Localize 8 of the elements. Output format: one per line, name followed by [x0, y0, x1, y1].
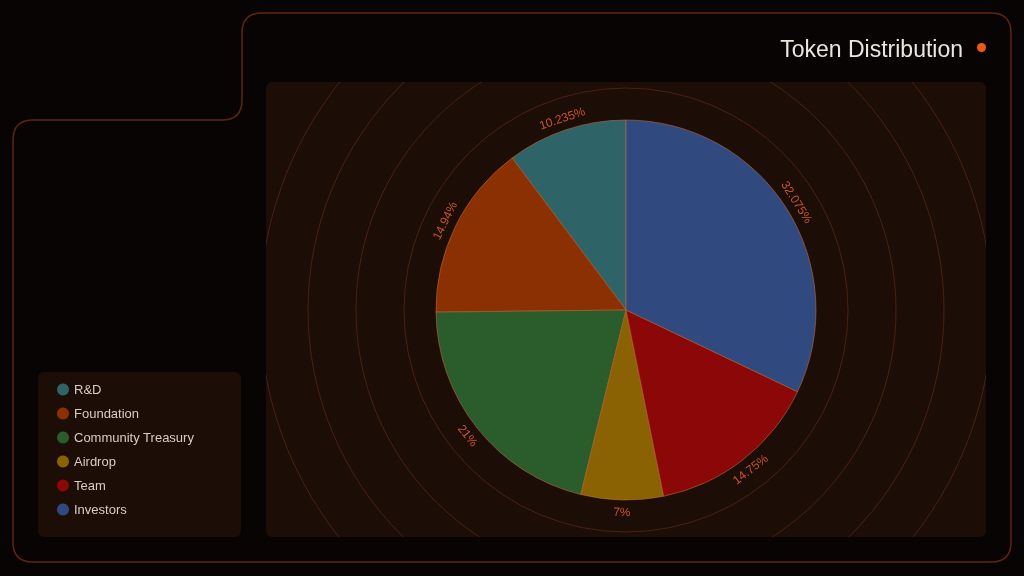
legend-label: Foundation: [74, 406, 140, 421]
text: Token Distribution: [780, 35, 963, 62]
legend-label: R&D: [74, 382, 102, 397]
legend-label: Airdrop: [74, 454, 116, 469]
legend-label: Team: [74, 478, 106, 493]
data-label: 7%: [613, 504, 632, 520]
legend-label: Community Treasury: [74, 430, 195, 445]
legend-label: Investors: [74, 502, 128, 517]
